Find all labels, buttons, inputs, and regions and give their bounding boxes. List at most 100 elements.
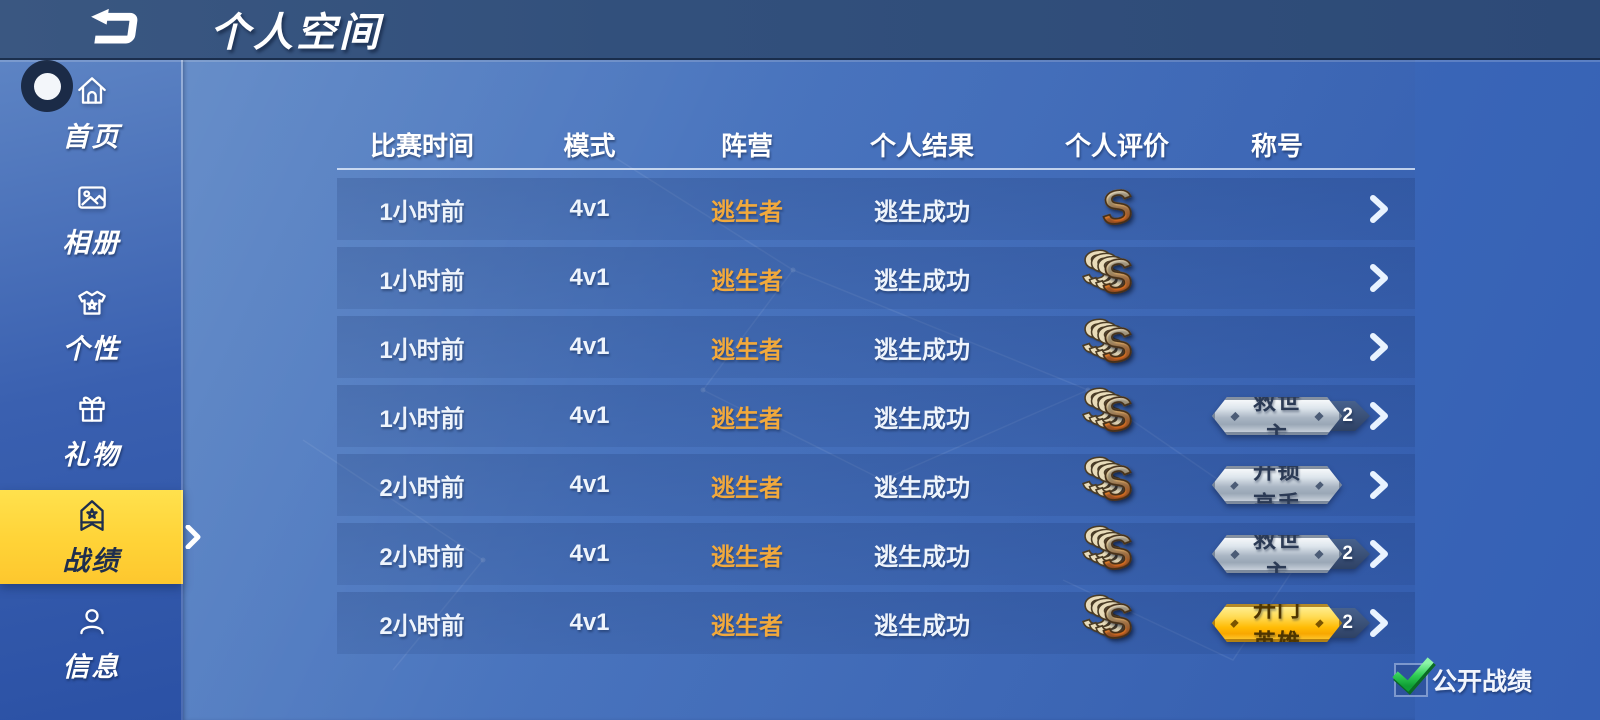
row-detail-button[interactable] <box>1342 471 1415 499</box>
title-badge: 救世主 2 <box>1212 535 1342 573</box>
grade-s-stacked-icon: SSSS <box>1077 238 1137 305</box>
check-icon <box>1392 657 1436 695</box>
title-cell: 救世主 2 <box>1212 535 1342 573</box>
chevron-right-icon <box>1369 264 1388 292</box>
badge-dot <box>1315 619 1323 627</box>
sidebar-item-info[interactable]: 信息 <box>0 590 183 696</box>
match-result: 逃生成功 <box>874 336 970 364</box>
chevron-right-icon <box>1369 609 1388 637</box>
badge-dot <box>1314 411 1323 420</box>
match-time: 2小时前 <box>379 543 465 571</box>
match-faction: 逃生者 <box>711 612 783 640</box>
sidebar-item-album[interactable]: 相册 <box>0 166 183 272</box>
grade-s-icon: S <box>1097 178 1136 236</box>
sidebar-item-label: 礼物 <box>62 440 121 470</box>
row-detail-button[interactable] <box>1342 333 1415 361</box>
chevron-right-icon <box>1369 195 1388 223</box>
col-header-result: 个人结果 <box>869 130 974 161</box>
table-row[interactable]: 1小时前 4v1 逃生者 逃生成功 SSSS <box>337 238 1415 309</box>
match-time: 1小时前 <box>379 336 465 364</box>
badge-dot <box>1230 411 1239 420</box>
badge-dot <box>1230 549 1239 558</box>
row-detail-button[interactable] <box>1342 402 1415 430</box>
table-row[interactable]: 1小时前 4v1 逃生者 逃生成功 S <box>337 178 1415 240</box>
row-detail-button[interactable] <box>1342 540 1415 568</box>
title-badge: 开门英雄 2 <box>1212 604 1342 642</box>
grade-s-stacked-icon: SSSS <box>1077 376 1137 443</box>
sidebar: 首页 相册 个性 礼物 战绩 <box>0 60 201 720</box>
col-header-mode: 模式 <box>563 130 616 161</box>
match-faction: 逃生者 <box>711 543 783 571</box>
sidebar-item-records[interactable]: 战绩 <box>0 490 201 584</box>
match-result: 逃生成功 <box>874 267 970 295</box>
chevron-right-icon <box>1369 402 1388 430</box>
sidebar-item-label: 信息 <box>62 652 121 682</box>
sidebar-item-gifts[interactable]: 礼物 <box>0 378 183 484</box>
table-row[interactable]: 2小时前 4v1 逃生者 逃生成功 SSSS 开锁高手 <box>337 445 1415 516</box>
col-header-time: 比赛时间 <box>369 130 474 161</box>
sidebar-item-personality[interactable]: 个性 <box>0 272 183 378</box>
col-header-rating: 个人评价 <box>1064 130 1169 161</box>
match-faction: 逃生者 <box>711 198 783 226</box>
top-bar: 个人空间 <box>0 0 1600 60</box>
match-time: 2小时前 <box>379 612 465 640</box>
title-cell: 开门英雄 2 <box>1212 604 1342 642</box>
tshirt-icon <box>77 290 106 315</box>
row-detail-button[interactable] <box>1342 264 1415 292</box>
badge-text: 开锁高手 <box>1252 457 1301 517</box>
match-result: 逃生成功 <box>874 612 970 640</box>
match-faction: 逃生者 <box>711 267 783 295</box>
person-icon <box>79 609 104 635</box>
grade-s-stacked-icon: SSSS <box>1077 514 1137 581</box>
col-header-faction: 阵营 <box>720 130 773 161</box>
active-tab-arrow-icon <box>185 525 201 549</box>
chevron-right-icon <box>1369 540 1388 568</box>
match-faction: 逃生者 <box>711 405 783 433</box>
match-time: 1小时前 <box>379 405 465 433</box>
table-row[interactable]: 1小时前 4v1 逃生者 逃生成功 SSSS <box>337 307 1415 378</box>
medal-icon <box>79 500 104 531</box>
match-mode: 4v1 <box>569 609 610 636</box>
table-row[interactable]: 2小时前 4v1 逃生者 逃生成功 SSSS 开门英雄 2 <box>337 583 1415 654</box>
title-badge: 开锁高手 <box>1212 466 1342 504</box>
public-records-checkbox[interactable] <box>1392 657 1436 697</box>
row-detail-button[interactable] <box>1342 609 1415 637</box>
match-mode: 4v1 <box>569 195 610 222</box>
back-button[interactable] <box>81 8 145 50</box>
sidebar-item-label: 个性 <box>62 334 121 364</box>
camera-cutout <box>21 60 73 112</box>
page-title: 个人空间 <box>210 11 382 55</box>
grade-s-stacked-icon: SSSS <box>1077 307 1137 374</box>
title-cell: 救世主 2 <box>1212 397 1342 435</box>
match-faction: 逃生者 <box>711 336 783 364</box>
match-time: 1小时前 <box>379 267 465 295</box>
album-icon <box>77 186 106 209</box>
match-mode: 4v1 <box>569 471 610 498</box>
match-mode: 4v1 <box>569 540 610 567</box>
badge-text: 救世主 <box>1252 526 1301 586</box>
gift-icon <box>78 396 105 422</box>
table-row[interactable]: 1小时前 4v1 逃生者 逃生成功 SSSS 救世主 2 <box>337 376 1415 447</box>
sidebar-item-label: 首页 <box>62 122 121 152</box>
badge-dot <box>1230 619 1238 627</box>
match-mode: 4v1 <box>569 402 610 429</box>
badge-dot <box>1315 481 1323 489</box>
table-row[interactable]: 2小时前 4v1 逃生者 逃生成功 SSSS 救世主 2 <box>337 514 1415 585</box>
badge-text: 救世主 <box>1252 388 1301 448</box>
match-mode: 4v1 <box>569 333 610 360</box>
grade-s-stacked-icon: SSSS <box>1077 583 1137 650</box>
match-result: 逃生成功 <box>874 474 970 502</box>
public-records-toggle[interactable]: 公开战绩 <box>1392 657 1532 698</box>
home-icon <box>77 77 106 104</box>
title-badge: 救世主 2 <box>1212 397 1342 435</box>
back-arrow-icon <box>91 8 138 44</box>
match-result: 逃生成功 <box>874 543 970 571</box>
match-faction: 逃生者 <box>711 474 783 502</box>
row-detail-button[interactable] <box>1342 195 1415 223</box>
sidebar-item-home[interactable]: 首页 <box>0 60 183 166</box>
match-mode: 4v1 <box>569 264 610 291</box>
col-header-title: 称号 <box>1250 130 1303 161</box>
sidebar-item-label: 相册 <box>62 228 121 258</box>
chevron-right-icon <box>1369 333 1388 361</box>
